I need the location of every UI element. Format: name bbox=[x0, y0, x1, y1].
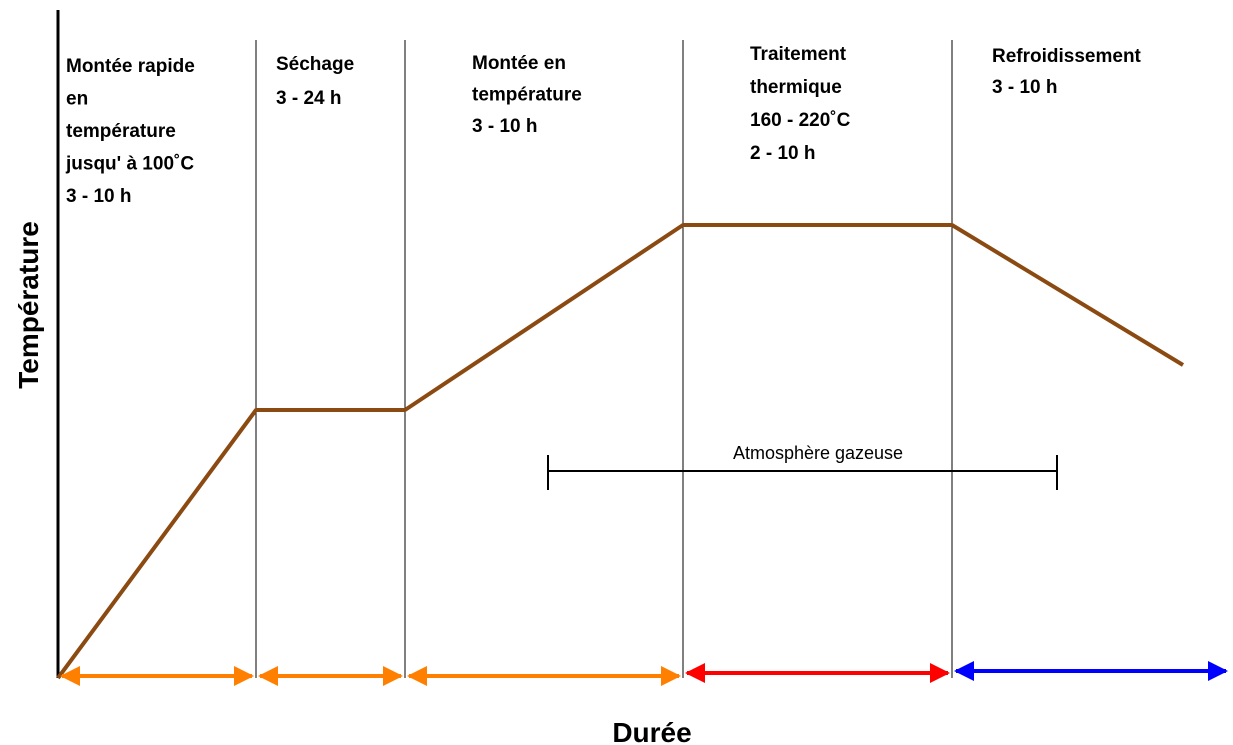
duration-arrows bbox=[60, 661, 1228, 686]
x-axis-label: Durée bbox=[612, 717, 691, 745]
phase-label: Montée rapide bbox=[66, 56, 195, 77]
phase-label: Montée en bbox=[472, 53, 566, 74]
phase-label: température bbox=[472, 85, 582, 106]
phase-label: thermique bbox=[750, 77, 842, 98]
temperature-profile bbox=[56, 223, 1185, 680]
phase-label: 3 - 10 h bbox=[992, 77, 1057, 98]
phase-label: 3 - 24 h bbox=[276, 88, 341, 109]
phase-label: 3 - 10 h bbox=[472, 116, 537, 137]
phase-label: 3 - 10 h bbox=[66, 186, 131, 207]
phase-dividers bbox=[255, 40, 953, 678]
phase-label: 160 - 220˚C bbox=[750, 110, 851, 131]
phase-label: 2 - 10 h bbox=[750, 143, 815, 164]
phase-label: Refroidissement bbox=[992, 46, 1142, 67]
y-axis-label: Température bbox=[13, 221, 44, 389]
phase-label: Traitement bbox=[750, 44, 847, 65]
phase-label: température bbox=[66, 121, 176, 142]
atmosphere-bracket bbox=[547, 455, 1058, 490]
phase-label: Séchage bbox=[276, 54, 354, 75]
phase-labels: Montée rapide en température jusqu' à 100˚C… bbox=[65, 44, 1142, 207]
annotation: Atmosphère gazeuse bbox=[733, 443, 903, 463]
phase-label: jusqu' à 100˚C bbox=[65, 154, 194, 175]
phase-label: en bbox=[66, 89, 88, 110]
